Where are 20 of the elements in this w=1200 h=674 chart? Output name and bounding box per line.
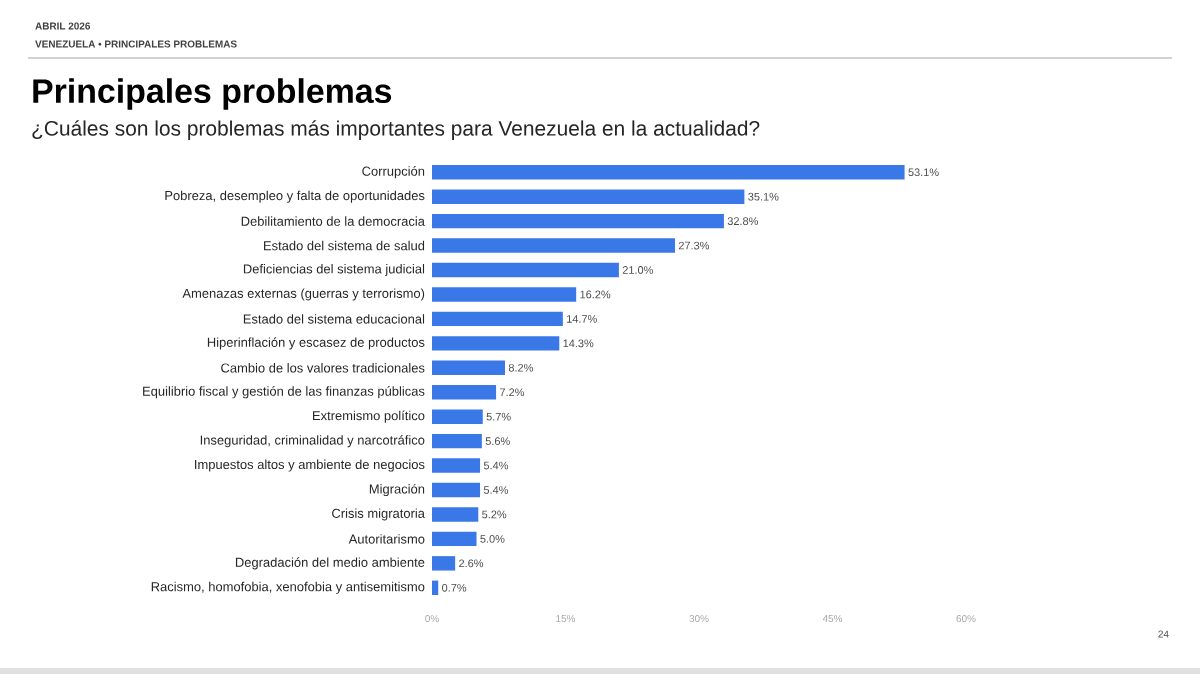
bar (432, 213, 724, 229)
bar (432, 262, 619, 278)
bar (432, 238, 675, 253)
chart-title: Principales problemas (33, 78, 392, 110)
bar (432, 311, 563, 327)
bar (432, 433, 482, 449)
bar (432, 482, 481, 498)
bar (432, 385, 497, 400)
bar (432, 556, 456, 571)
chart-subtitle: ¿Cuáles son los problemas más importantes para Venezuela en la actualidad? (32, 120, 760, 140)
bar (432, 507, 479, 522)
bar (432, 409, 483, 424)
bar (432, 360, 505, 375)
bar (432, 165, 905, 180)
bar (432, 458, 481, 473)
bar (432, 531, 477, 547)
bar (432, 189, 745, 204)
bar (432, 580, 439, 595)
bar (432, 287, 577, 302)
bar (432, 336, 560, 351)
